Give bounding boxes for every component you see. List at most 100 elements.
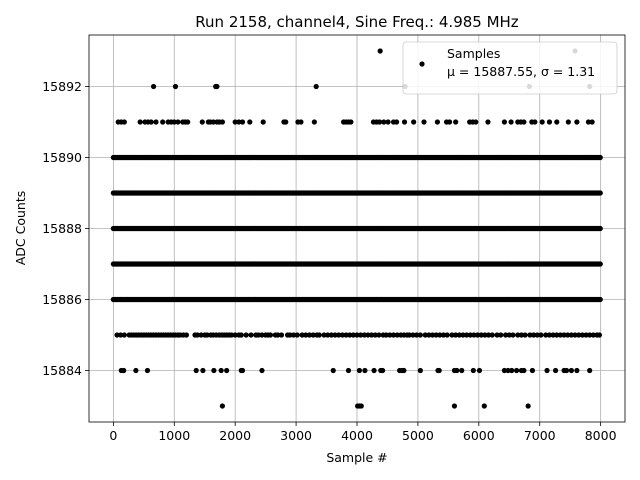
data-point xyxy=(248,332,254,338)
data-point xyxy=(414,332,420,338)
data-point xyxy=(214,83,220,90)
x-axis: 0 1000 2000 3000 4000 5000 6000 7000 8000 xyxy=(109,422,617,443)
data-point xyxy=(330,367,336,374)
legend-stats: μ = 15887.55, σ = 1.31 xyxy=(447,64,595,79)
x-tick-label: 2000 xyxy=(219,428,251,443)
data-point xyxy=(316,332,322,338)
data-point xyxy=(532,119,538,125)
data-point xyxy=(498,332,504,338)
data-point xyxy=(501,119,507,125)
data-point xyxy=(175,119,181,125)
data-point xyxy=(538,332,544,338)
data-point xyxy=(561,332,567,338)
data-point xyxy=(362,367,368,374)
data-point xyxy=(481,403,487,409)
data-point xyxy=(239,119,246,125)
data-points xyxy=(110,48,603,409)
data-point xyxy=(437,332,443,338)
data-point xyxy=(377,48,383,54)
data-point xyxy=(259,367,265,374)
data-point xyxy=(267,332,274,338)
data-point xyxy=(518,332,525,338)
data-point xyxy=(198,332,204,338)
data-point xyxy=(449,332,455,338)
y-tick-label: 15890 xyxy=(42,150,82,165)
data-point xyxy=(485,119,491,125)
data-point xyxy=(574,119,580,125)
data-point xyxy=(590,332,596,338)
x-tick-label: 6000 xyxy=(463,428,495,443)
data-point xyxy=(482,332,488,338)
data-point xyxy=(376,119,383,125)
data-point xyxy=(194,332,201,338)
data-point xyxy=(219,119,225,125)
data-point xyxy=(379,367,386,374)
data-point xyxy=(303,332,309,338)
data-point xyxy=(238,332,244,338)
data-point xyxy=(328,332,335,338)
y-tick-label: 15892 xyxy=(42,79,82,94)
data-point xyxy=(505,367,511,374)
data-point xyxy=(243,332,249,338)
data-point xyxy=(554,332,560,338)
y-axis: 15884 15886 15888 15890 15892 xyxy=(42,79,89,378)
data-point xyxy=(509,367,515,374)
data-point xyxy=(193,367,199,374)
legend-box xyxy=(402,41,618,95)
y-axis-label: ADC Counts xyxy=(13,191,28,266)
data-point xyxy=(150,83,157,90)
x-axis-label: Sample # xyxy=(326,450,387,465)
data-point xyxy=(183,332,190,338)
data-point xyxy=(291,332,297,338)
data-point xyxy=(426,332,432,338)
data-point xyxy=(557,332,564,338)
data-point xyxy=(568,367,575,374)
data-point xyxy=(429,332,436,338)
data-point xyxy=(550,332,556,338)
x-tick-label: 8000 xyxy=(585,428,617,443)
data-point xyxy=(440,332,447,338)
data-point xyxy=(160,119,166,125)
data-point xyxy=(422,332,428,338)
data-point xyxy=(321,332,327,338)
data-point xyxy=(381,119,387,125)
data-point xyxy=(200,367,206,374)
data-point xyxy=(356,367,363,374)
data-point xyxy=(546,332,553,338)
data-point xyxy=(313,83,319,90)
data-point xyxy=(543,332,549,338)
data-point xyxy=(552,367,559,374)
data-point xyxy=(219,403,225,409)
data-point xyxy=(383,332,389,338)
data-point xyxy=(210,119,216,125)
data-point xyxy=(597,225,603,232)
data-point xyxy=(459,367,465,374)
data-point xyxy=(401,119,408,125)
data-point xyxy=(348,119,354,125)
data-point xyxy=(527,332,533,338)
data-point xyxy=(339,332,345,338)
data-point xyxy=(456,332,462,338)
data-point xyxy=(501,367,507,374)
data-point xyxy=(576,332,582,338)
data-point xyxy=(133,367,139,374)
data-point xyxy=(417,332,423,338)
data-point xyxy=(376,332,382,338)
data-point xyxy=(299,332,305,338)
data-point xyxy=(365,332,371,338)
data-point xyxy=(232,119,238,125)
data-point xyxy=(572,332,578,338)
data-point xyxy=(275,332,281,338)
data-point xyxy=(171,119,177,125)
data-point xyxy=(583,332,589,338)
data-point xyxy=(515,332,521,338)
data-point xyxy=(121,367,127,374)
data-point xyxy=(371,367,377,374)
data-point xyxy=(144,367,151,374)
data-point xyxy=(471,332,477,338)
data-point xyxy=(485,332,492,338)
data-point xyxy=(287,332,293,338)
data-point xyxy=(393,119,400,125)
data-point xyxy=(247,119,253,125)
